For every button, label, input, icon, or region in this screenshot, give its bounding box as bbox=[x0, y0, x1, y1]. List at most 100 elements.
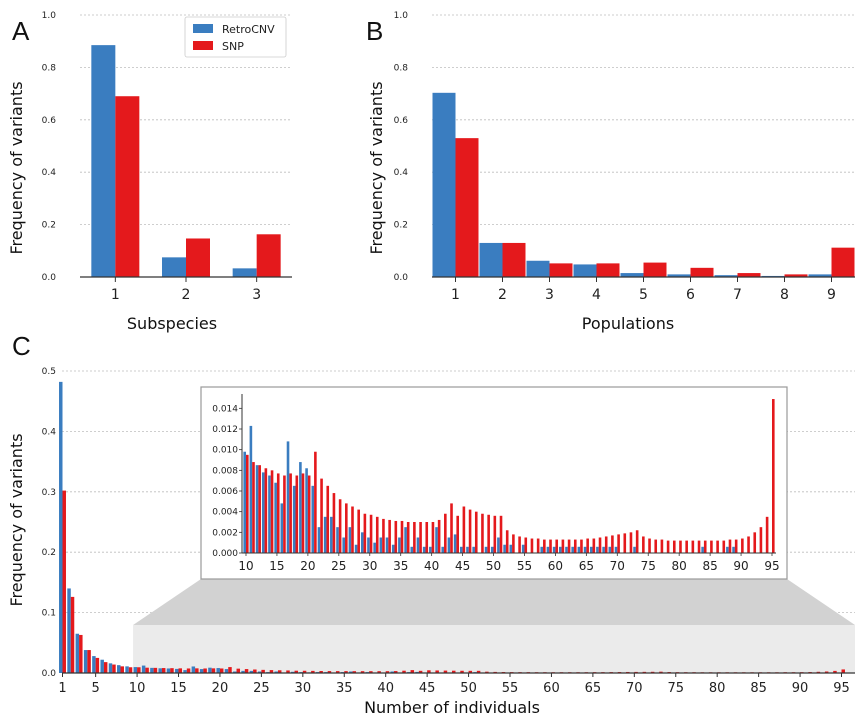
c-bar-snp bbox=[253, 669, 257, 673]
inset-bars bbox=[243, 399, 775, 553]
inset-bar-snp bbox=[320, 478, 323, 553]
inset-bar-retrocnv bbox=[484, 546, 488, 553]
inset-bar-retrocnv bbox=[441, 546, 445, 553]
panel-b-x-label: Populations bbox=[582, 314, 674, 333]
chart-panel-a: 0.0 0.2 0.4 0.6 0.8 1.0 1 2 3 Subspecies Freque… bbox=[7, 11, 292, 333]
c-bar-retrocnv bbox=[224, 669, 229, 673]
panel-letter-c: C bbox=[12, 331, 31, 361]
inset-x-tick-label: 75 bbox=[641, 559, 656, 573]
panel-letter-a: A bbox=[12, 16, 30, 46]
c-x-tick-label: 10 bbox=[129, 681, 146, 696]
inset-bar-snp bbox=[276, 473, 280, 553]
a-x-tick-label: 1 bbox=[111, 287, 120, 303]
inset-x-tick-label: 20 bbox=[300, 559, 315, 573]
inset-bar-snp bbox=[567, 539, 571, 553]
a-y-tick-label: 0.4 bbox=[42, 168, 57, 178]
c-bar-snp bbox=[137, 667, 141, 673]
c-bar-snp bbox=[211, 668, 216, 673]
inset-x-tick-label: 40 bbox=[424, 559, 439, 573]
c-bar-retrocnv bbox=[158, 668, 162, 673]
inset-bar-snp bbox=[425, 522, 429, 553]
c-bar-retrocnv bbox=[83, 650, 88, 673]
c-x-tick-label: 5 bbox=[92, 681, 100, 696]
inset-bar-retrocnv bbox=[596, 546, 599, 553]
a-x-tick-label: 2 bbox=[182, 287, 191, 303]
legend-swatch-snp bbox=[193, 41, 213, 50]
inset-bar-snp bbox=[388, 519, 391, 553]
panel-b-x-ticks: 1 2 3 4 5 6 7 8 9 bbox=[451, 277, 836, 303]
a-y-tick-label: 0.6 bbox=[42, 116, 57, 126]
inset-bar-retrocnv bbox=[317, 527, 321, 553]
inset-bar-snp bbox=[394, 520, 398, 553]
c-y-tick-label: 0.3 bbox=[42, 488, 56, 498]
inset-bar-snp bbox=[747, 536, 750, 553]
inset-bar-snp bbox=[703, 540, 707, 553]
b-x-tick-label: 5 bbox=[639, 287, 648, 303]
inset-bar-retrocnv bbox=[497, 537, 500, 553]
c-bar-retrocnv bbox=[191, 666, 196, 673]
b-bar-snp bbox=[455, 138, 479, 277]
c-bar-snp bbox=[70, 596, 75, 673]
c-bar-snp bbox=[236, 668, 241, 673]
inset-bar-retrocnv bbox=[546, 546, 550, 553]
c-bar-retrocnv bbox=[75, 633, 80, 673]
inset-bar-snp bbox=[375, 516, 379, 553]
c-bar-snp bbox=[377, 671, 381, 673]
inset-bar-retrocnv bbox=[305, 468, 308, 553]
b-bar-snp bbox=[502, 242, 526, 277]
c-x-tick-label: 75 bbox=[667, 681, 684, 696]
c-bar-snp bbox=[427, 670, 431, 673]
inset-x-tick-label: 95 bbox=[764, 559, 779, 573]
inset-bar-snp bbox=[351, 506, 354, 553]
inset-bar-retrocnv bbox=[336, 527, 339, 553]
b-x-tick-label: 4 bbox=[592, 287, 601, 303]
c-bar-retrocnv bbox=[208, 667, 212, 673]
inset-bar-retrocnv bbox=[540, 546, 544, 553]
inset-bar-snp bbox=[413, 522, 416, 553]
c-bar-snp bbox=[659, 671, 663, 673]
inset-bar-snp bbox=[295, 475, 299, 553]
a-x-tick-label: 3 bbox=[252, 287, 261, 303]
inset-y-tick-label: 0.002 bbox=[212, 528, 238, 538]
inset-bar-retrocnv bbox=[447, 537, 451, 553]
inset-bar-snp bbox=[345, 503, 348, 553]
a-y-tick-label: 0.2 bbox=[42, 221, 56, 231]
inset-bar-snp bbox=[629, 532, 633, 553]
panel-a-y-ticks: 0.0 0.2 0.4 0.6 0.8 1.0 bbox=[42, 11, 57, 283]
inset-bar-snp bbox=[301, 473, 305, 553]
c-bar-snp bbox=[277, 670, 282, 673]
panel-c-y-label: Frequency of variants bbox=[7, 433, 26, 606]
inset-bar-snp bbox=[462, 506, 466, 553]
c-bar-snp bbox=[269, 670, 274, 673]
inset-bar-retrocnv bbox=[410, 546, 414, 553]
inset-bar-retrocnv bbox=[466, 546, 469, 553]
b-bar-retrocnv bbox=[714, 275, 738, 277]
inset-bar-snp bbox=[264, 468, 268, 553]
inset-bar-retrocnv bbox=[726, 546, 729, 553]
c-bar-snp bbox=[128, 667, 133, 673]
inset-bar-snp bbox=[400, 520, 404, 553]
c-bar-snp bbox=[841, 669, 845, 673]
inset-bar-snp bbox=[518, 536, 521, 553]
a-bar-retrocnv bbox=[232, 268, 257, 277]
inset-y-tick-label: 0.004 bbox=[212, 508, 238, 518]
inset-bar-retrocnv bbox=[490, 546, 494, 553]
inset-bar-snp bbox=[431, 522, 435, 553]
c-bar-snp bbox=[170, 668, 174, 673]
b-x-tick-label: 7 bbox=[733, 287, 742, 303]
inset-bar-snp bbox=[648, 538, 651, 553]
c-bar-snp bbox=[62, 490, 66, 673]
inset-bar-retrocnv bbox=[391, 544, 395, 553]
inset-bar-retrocnv bbox=[385, 537, 389, 553]
inset-bar-snp bbox=[382, 518, 385, 553]
inset-bar-retrocnv bbox=[286, 441, 290, 553]
c-bar-snp bbox=[178, 668, 183, 673]
c-bar-retrocnv bbox=[108, 663, 113, 673]
panel-c-x-label: Number of individuals bbox=[364, 698, 540, 717]
c-bar-snp bbox=[816, 671, 821, 673]
inset-bar-retrocnv bbox=[732, 546, 735, 553]
inset-bar-snp bbox=[611, 535, 614, 553]
inset-bar-snp bbox=[586, 538, 589, 553]
inset-bar-retrocnv bbox=[367, 537, 370, 553]
inset-x-tick-label: 90 bbox=[733, 559, 748, 573]
